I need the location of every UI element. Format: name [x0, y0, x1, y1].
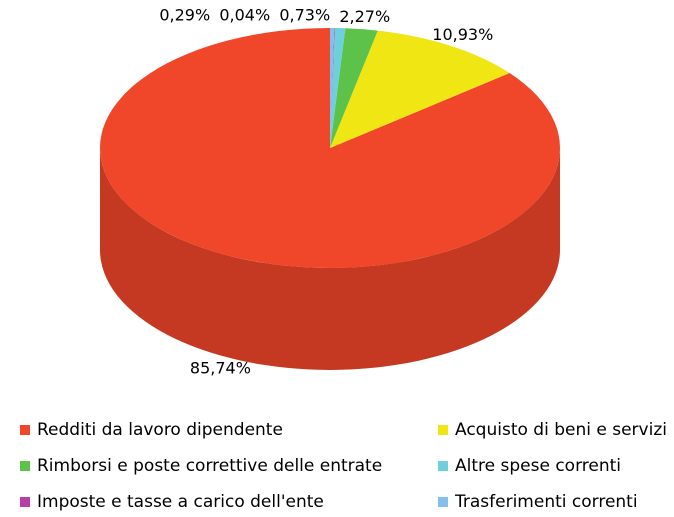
legend-swatch: [20, 497, 30, 507]
legend-swatch: [438, 425, 448, 435]
legend-label: Rimborsi e poste correttive delle entrat…: [37, 456, 382, 476]
data-label: 85,74%: [190, 358, 251, 377]
legend-label: Imposte e tasse a carico dell'ente: [37, 492, 324, 512]
legend-label: Acquisto di beni e servizi: [455, 420, 667, 440]
legend-label: Altre spese correnti: [455, 456, 621, 476]
slice: [330, 28, 346, 148]
legend-label: Trasferimenti correnti: [454, 492, 638, 512]
legend-swatch: [20, 425, 30, 435]
legend-swatch: [438, 461, 448, 471]
legend-swatch: [20, 461, 30, 471]
slice: [330, 30, 510, 148]
data-label: 2,27%: [339, 7, 390, 26]
legend-label: Redditi da lavoro dipendente: [37, 420, 283, 440]
slice: [330, 28, 378, 148]
slice: [330, 28, 335, 148]
slice: [100, 28, 560, 269]
slice: [330, 28, 335, 148]
slice-side: [100, 148, 560, 370]
data-label: 10,93%: [432, 25, 493, 44]
data-label: 0,29%: [159, 6, 210, 25]
data-label: 0,73%: [279, 6, 330, 25]
data-label: 0,04%: [219, 6, 270, 25]
legend-swatch: [438, 497, 448, 507]
